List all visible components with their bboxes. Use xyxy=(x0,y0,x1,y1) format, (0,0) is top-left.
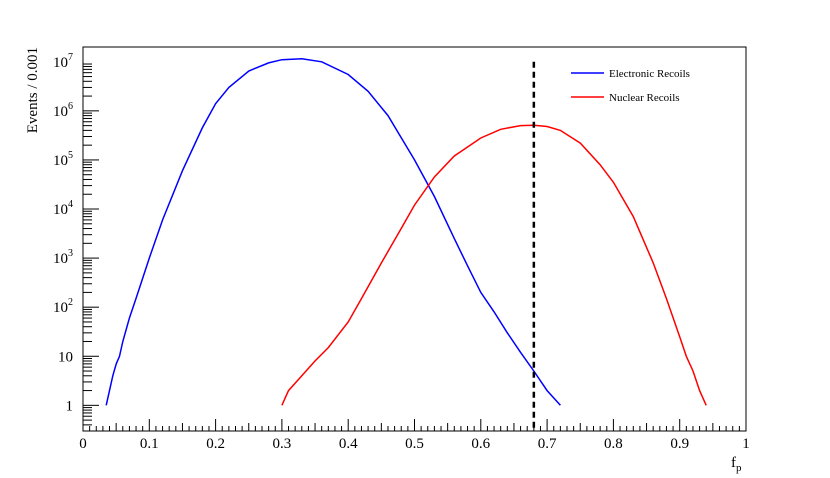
x-axis-label-main: f xyxy=(731,455,736,471)
x-tick-label: 0.5 xyxy=(405,436,424,452)
x-axis-label-sub: p xyxy=(736,462,742,474)
series-line-1 xyxy=(281,124,707,406)
legend-label-electronic: Electronic Recoils xyxy=(609,68,690,80)
plot-frame xyxy=(82,46,747,432)
legend-label-nuclear: Nuclear Recoils xyxy=(609,92,680,104)
x-tick-label: 0.9 xyxy=(670,436,689,452)
x-tick-label: 0.4 xyxy=(339,436,358,452)
x-tick-label: 1 xyxy=(742,436,750,452)
x-tick-label: 0.1 xyxy=(140,436,159,452)
axis-tick-labels: 0 0.1 0.2 0.3 0.4 0.5 0.6 0.7 0.8 0.9 1 1 10 102 103 10… xyxy=(53,52,750,452)
x-tick-label: 0.3 xyxy=(273,436,292,452)
y-axis-label: Events / 0.001 xyxy=(25,47,41,133)
y-tick-label: 102 xyxy=(53,297,73,316)
series-line-0 xyxy=(105,58,561,406)
y-tick-label: 104 xyxy=(53,199,73,218)
x-tick-label: 0.7 xyxy=(538,436,557,452)
x-tick-label: 0.2 xyxy=(206,436,225,452)
series-lines xyxy=(105,58,707,406)
x-tick-label: 0.8 xyxy=(604,436,623,452)
y-tick-label: 105 xyxy=(53,150,73,169)
y-tick-label: 10 xyxy=(58,349,73,365)
legend: Electronic Recoils Nuclear Recoils xyxy=(571,68,690,104)
y-tick-label: 107 xyxy=(53,52,73,71)
y-tick-label: 106 xyxy=(53,101,73,120)
y-tick-label: 1 xyxy=(66,398,74,414)
axis-ticks xyxy=(82,63,747,432)
x-tick-label: 0.6 xyxy=(471,436,490,452)
x-axis-label: fp xyxy=(731,455,742,474)
x-tick-label: 0 xyxy=(79,436,87,452)
y-tick-label: 103 xyxy=(53,248,73,267)
